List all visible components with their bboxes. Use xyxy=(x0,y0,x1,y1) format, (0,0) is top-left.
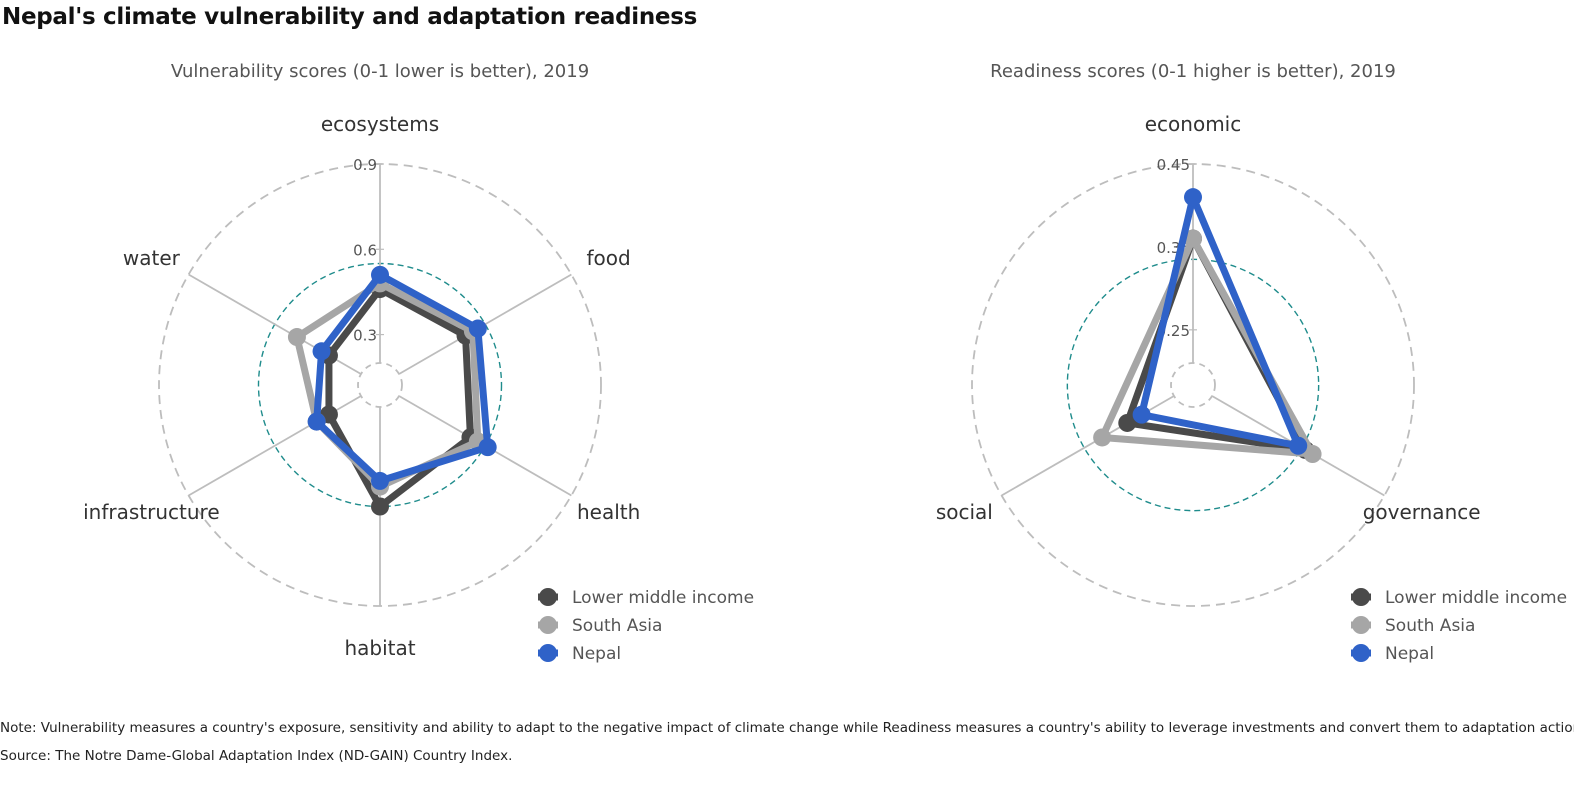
inner-grid-circle xyxy=(357,362,403,408)
inner-grid-circle xyxy=(1170,362,1216,408)
axis-label-health: health xyxy=(577,500,640,524)
axis-label-food: food xyxy=(587,246,631,270)
footnote-note: Note: Vulnerability measures a country's… xyxy=(0,720,1574,736)
readiness-radar-chart: Readiness scores (0-1 higher is better),… xyxy=(936,61,1567,664)
point-lower-middle-income-social xyxy=(1118,413,1137,432)
legend-label-south-asia: South Asia xyxy=(1385,616,1475,636)
chart-subtitle: Readiness scores (0-1 higher is better),… xyxy=(990,61,1396,82)
legend-swatch-south-asia xyxy=(1352,616,1370,634)
point-south-asia-social xyxy=(1093,428,1112,447)
legend-swatch-south-asia xyxy=(539,616,557,634)
series-line-nepal xyxy=(1138,193,1302,450)
tick-label-0-3: 0.3 xyxy=(353,327,377,345)
main-title: Nepal's climate vulnerability and adapta… xyxy=(2,4,698,30)
axis-label-infrastructure: infrastructure xyxy=(83,500,220,524)
legend-label-south-asia: South Asia xyxy=(572,616,662,636)
point-nepal-food xyxy=(468,319,487,338)
footnote-source: Source: The Notre Dame-Global Adaptation… xyxy=(0,748,513,764)
legend-swatch-lower-middle-income xyxy=(539,588,557,606)
point-south-asia-economic xyxy=(1184,229,1202,248)
point-nepal-habitat xyxy=(371,471,389,490)
point-nepal-health xyxy=(478,438,497,457)
point-nepal-social xyxy=(1132,405,1151,424)
legend-swatch-nepal xyxy=(1352,644,1370,662)
axis-label-water: water xyxy=(123,246,181,270)
legend-label-nepal: Nepal xyxy=(1385,644,1434,664)
axis-label-habitat: habitat xyxy=(344,636,415,660)
point-south-asia-governance xyxy=(1303,445,1322,464)
chart-subtitle: Vulnerability scores (0-1 lower is bette… xyxy=(171,61,589,82)
axis-label-economic: economic xyxy=(1145,112,1241,136)
tick-label-0-45: 0.45 xyxy=(1157,156,1190,174)
legend-label-lower-middle-income: Lower middle income xyxy=(572,588,754,608)
legend-label-nepal: Nepal xyxy=(572,644,621,664)
tick-label-0-6: 0.6 xyxy=(353,241,377,259)
vulnerability-radar-chart: Vulnerability scores (0-1 lower is bette… xyxy=(83,61,754,664)
legend-swatch-lower-middle-income xyxy=(1352,588,1370,606)
axis-label-ecosystems: ecosystems xyxy=(321,112,439,136)
legend-label-lower-middle-income: Lower middle income xyxy=(1385,588,1567,608)
tick-label-0-9: 0.9 xyxy=(353,156,377,174)
point-nepal-water xyxy=(312,342,331,361)
legend-swatch-nepal xyxy=(539,644,557,662)
point-nepal-infrastructure xyxy=(307,412,326,431)
point-lower-middle-income-habitat xyxy=(371,497,389,516)
point-south-asia-water xyxy=(287,328,306,347)
point-nepal-economic xyxy=(1184,188,1202,207)
axis-label-governance: governance xyxy=(1363,500,1481,524)
point-nepal-ecosystems xyxy=(371,265,389,284)
point-nepal-governance xyxy=(1289,436,1308,455)
axis-label-social: social xyxy=(936,500,993,524)
